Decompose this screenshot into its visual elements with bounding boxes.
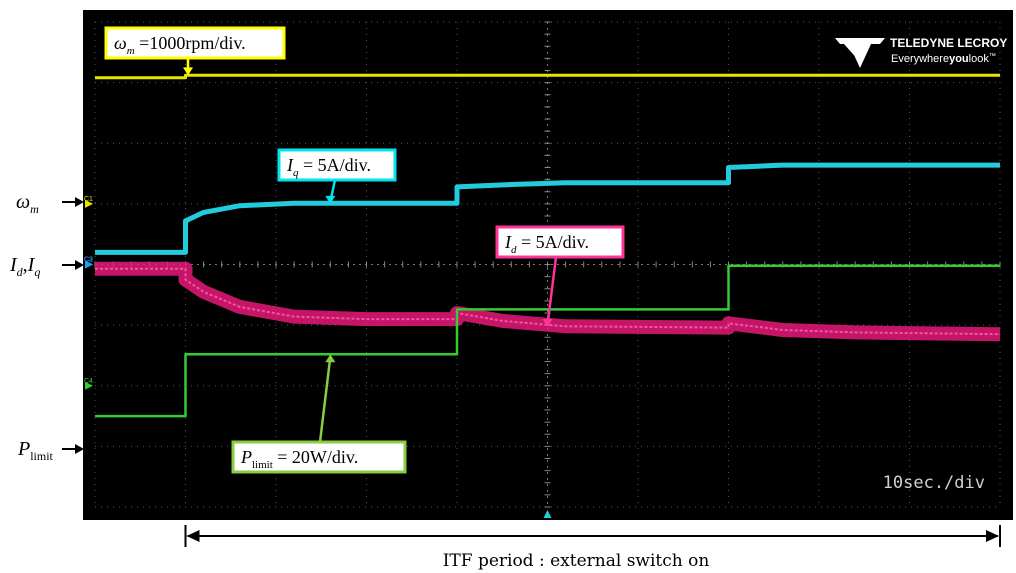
side-label-arrowhead xyxy=(75,444,84,454)
span-arrowhead-left xyxy=(186,530,200,542)
channel-marker-label: C2 xyxy=(84,257,93,264)
callout-arrowhead xyxy=(325,354,336,363)
brand-slogan: Everywhereyoulook™ xyxy=(891,53,996,65)
side-labels: ωm Id,Iq Plimit xyxy=(9,191,84,463)
channel-marker-c4 xyxy=(85,381,93,390)
callout-arrowhead xyxy=(542,318,553,327)
callout-box xyxy=(495,225,625,259)
trace-c2 xyxy=(95,162,1000,255)
callout-label-c2: Iq = 5A/div. xyxy=(286,155,371,179)
lecroy-emblem-icon xyxy=(835,38,885,68)
channel-marker-c1 xyxy=(85,199,93,208)
callout-label-c1: ωm =1000rpm/div. xyxy=(114,33,246,57)
callout-box xyxy=(104,26,286,60)
time-scale-label: 10sec./div xyxy=(883,473,985,493)
trigger-marker xyxy=(543,510,552,518)
channel-marker-label: C1 xyxy=(84,196,93,203)
callout-arrow xyxy=(546,256,558,326)
channel-marker-label: C3 xyxy=(84,257,93,264)
callout-label-c3: Id = 5A/div. xyxy=(504,232,589,256)
side-label-arrowhead xyxy=(75,260,84,270)
side-label: ωm xyxy=(16,191,39,216)
callout-box xyxy=(231,440,407,474)
callouts: ωm =1000rpm/div. Iq = 5A/div. Id = 5A/div.… xyxy=(104,26,625,474)
teledyne-lecroy-logo: TELEDYNE LECROY Everywhereyoulook™ xyxy=(835,36,1007,68)
callout-arrow xyxy=(318,357,332,443)
channel-marker-label: C4 xyxy=(84,378,93,385)
callout-arrowhead xyxy=(325,195,336,204)
traces xyxy=(95,73,1001,418)
trace-c3-noise xyxy=(95,267,1001,336)
side-label-arrowhead xyxy=(75,197,84,207)
side-label: Id,Iq xyxy=(9,254,40,279)
callout-box xyxy=(277,148,397,182)
itf-period-annotation: ITF period : external switch on xyxy=(184,525,1001,571)
trace-c1 xyxy=(95,73,1000,80)
trace-c4 xyxy=(95,264,1000,418)
span-arrowhead-right xyxy=(986,530,999,542)
callout-arrowhead xyxy=(183,67,193,76)
channel-marker-c3 xyxy=(85,260,93,269)
itf-period-label: ITF period : external switch on xyxy=(443,551,710,571)
callout-label-c4: Plimit = 20W/div. xyxy=(240,447,358,471)
brand-name: TELEDYNE LECROY xyxy=(890,36,1007,50)
side-label: Plimit xyxy=(17,438,54,463)
